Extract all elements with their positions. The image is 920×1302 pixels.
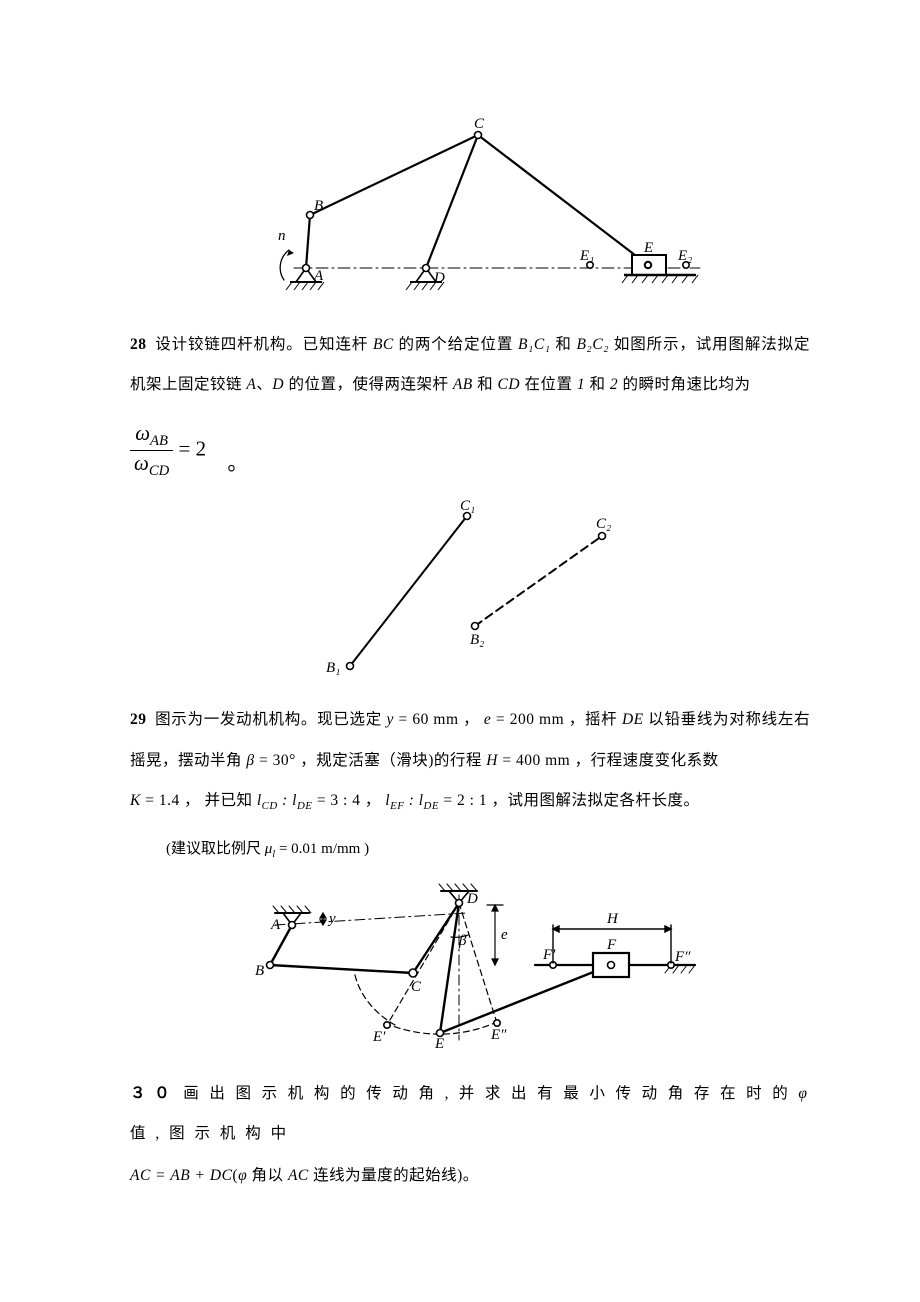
svg-text:e: e (501, 927, 508, 943)
lbl-E1: E₁ (579, 248, 594, 264)
problem-30-line2: AC = AB + DC(φ 角以 AC 连线为量度的起始线)。 (130, 1156, 810, 1196)
svg-text:D: D (466, 891, 478, 907)
figure-28: B₁ C₁ B₂ C₂ (310, 498, 630, 678)
lbl-n: n (278, 228, 286, 244)
svg-text:C: C (411, 979, 422, 995)
svg-text:C₁: C₁ (460, 498, 475, 514)
lbl-A: A (313, 268, 324, 284)
p28-ratio: ωAB ωCD = 2 。 (130, 421, 810, 480)
p28-t5: 在位置 (524, 376, 576, 393)
svg-text:E′: E′ (372, 1029, 386, 1045)
figure-27: n A B C D E₁ E E₂ (234, 110, 706, 295)
svg-text:B₁: B₁ (326, 660, 340, 676)
lbl-E2: E₂ (677, 248, 692, 264)
p28-A: A (246, 376, 256, 393)
svg-text:E: E (434, 1036, 444, 1050)
svg-text:B: B (255, 963, 264, 979)
p30-number: ３ ０ (130, 1085, 172, 1102)
lbl-B: B (314, 198, 323, 214)
svg-text:β: β (458, 933, 467, 949)
svg-text:F′: F′ (542, 947, 556, 963)
figure-29: A B C D E E′ E″ F F′ F″ H y e β (235, 875, 705, 1050)
p28-CD: CD (498, 376, 521, 393)
lbl-C: C (474, 116, 485, 132)
lbl-D: D (433, 270, 445, 286)
svg-text:E″: E″ (490, 1027, 507, 1043)
problem-30: ３ ０ 画 出 图 示 机 构 的 传 动 角 , 并 求 出 有 最 小 传 … (130, 1074, 810, 1155)
p28-b2c2: B₂C₂ (576, 336, 609, 353)
svg-text:F: F (606, 937, 617, 953)
lbl-E: E (643, 240, 653, 256)
p28-number: 28 (130, 336, 147, 353)
svg-text:C₂: C₂ (596, 516, 611, 532)
p28-t6: 的瞬时角速比均为 (623, 376, 751, 393)
p29-number: 29 (130, 711, 147, 728)
problem-29: 29 图示为一发动机机构。现已选定 y = 60 mm ， e = 200 mm… (130, 700, 810, 821)
problem-28: 28 设计铰链四杆机构。已知连杆 BC 的两个给定位置 B₁C₁ 和 B₂C₂ … (130, 325, 810, 406)
svg-text:y: y (327, 911, 336, 927)
p28-bc: BC (373, 336, 394, 353)
p28-and1: 和 (555, 336, 576, 353)
svg-text:A: A (270, 917, 281, 933)
svg-text:B₂: B₂ (470, 632, 484, 648)
p29-note: (建议取比例尺 μl = 0.01 m/mm ) (166, 837, 810, 860)
p28-AB: AB (453, 376, 473, 393)
svg-text:H: H (606, 911, 619, 927)
p28-t1: 设计铰链四杆机构。已知连杆 (155, 336, 373, 353)
p28-b1c1: B₁C₁ (518, 336, 551, 353)
p28-t2: 的两个给定位置 (399, 336, 518, 353)
p28-t4: 的位置，使得两连架杆 (288, 376, 452, 393)
p28-D: D (272, 376, 284, 393)
svg-text:F″: F″ (674, 949, 691, 965)
